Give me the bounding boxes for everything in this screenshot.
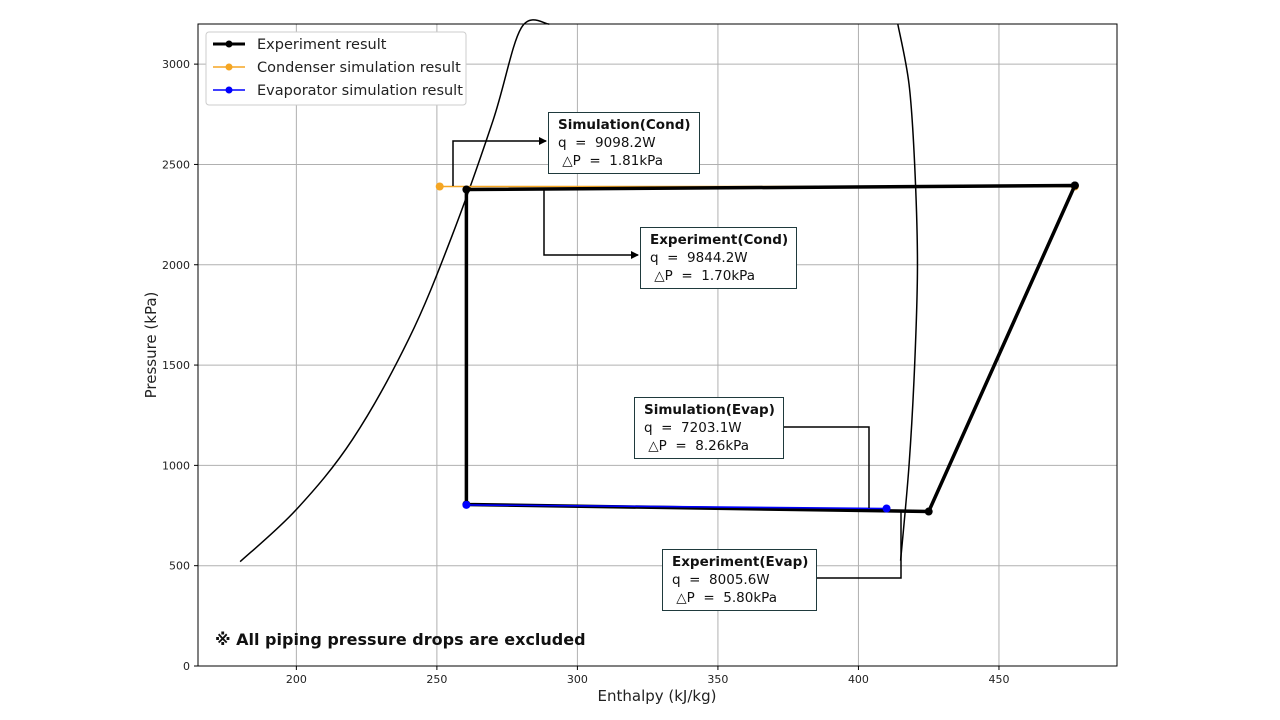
legend-label-evaporator: Evaporator simulation result xyxy=(257,83,463,99)
series-point-2 xyxy=(462,500,471,509)
y-tick-label: 3000 xyxy=(162,58,190,71)
y-axis-label: Pressure (kPa) xyxy=(142,292,160,399)
series-point-1 xyxy=(435,182,444,191)
annotation-arrow xyxy=(801,512,902,582)
annotation-arrow xyxy=(452,137,547,186)
x-axis-label: Enthalpy (kJ/kg) xyxy=(598,687,717,705)
saturated-vapor-line xyxy=(897,23,919,561)
annotation-simulation-cond: Simulation(Cond) q = 9098.2W △P = 1.81kP… xyxy=(548,112,700,174)
annotation-pressure-drop: △P = 1.70kPa xyxy=(650,268,755,284)
legend: Experiment result Condenser simulation r… xyxy=(205,31,467,106)
series-point-0 xyxy=(1070,181,1079,190)
x-tick-label: 400 xyxy=(848,673,869,686)
annotation-heat: q = 9098.2W xyxy=(558,135,656,151)
legend-box xyxy=(205,31,467,106)
annotation-experiment-cond: Experiment(Cond) q = 9844.2W △P = 1.70kP… xyxy=(640,227,798,289)
annotation-simulation-evap: Simulation(Evap) q = 7203.1W △P = 8.26kP… xyxy=(634,397,784,459)
x-tick-label: 300 xyxy=(567,673,588,686)
annotation-heat: q = 7203.1W xyxy=(644,420,742,436)
saturated-liquid-line xyxy=(239,19,550,563)
footnote: ※ All piping pressure drops are excluded xyxy=(215,630,586,649)
annotation-experiment-evap: Experiment(Evap) q = 8005.6W △P = 5.80kP… xyxy=(662,549,818,611)
legend-marker-evaporator xyxy=(225,86,233,94)
annotation-heat: q = 8005.6W xyxy=(672,572,770,588)
legend-entry-evaporator: Evaporator simulation result xyxy=(213,83,463,99)
grid-lines xyxy=(198,24,1117,667)
legend-label-condenser: Condenser simulation result xyxy=(257,60,461,76)
legend-marker-experiment xyxy=(225,40,233,48)
annotation-pressure-drop: △P = 8.26kPa xyxy=(644,438,749,454)
x-tick-label: 200 xyxy=(286,673,307,686)
legend-label-experiment: Experiment result xyxy=(257,37,387,53)
annotation-arrow xyxy=(543,189,639,259)
saturation-dome xyxy=(239,19,919,563)
y-tick-label: 1500 xyxy=(162,359,190,372)
annotation-title: Simulation(Cond) xyxy=(558,117,691,133)
legend-entry-experiment: Experiment result xyxy=(213,37,387,53)
annotation-title: Experiment(Cond) xyxy=(650,232,789,248)
legend-entry-condenser: Condenser simulation result xyxy=(213,60,461,76)
legend-marker-condenser xyxy=(225,63,233,71)
series-point-2 xyxy=(882,504,891,513)
y-tick-label: 2000 xyxy=(162,259,190,272)
annotation-title: Experiment(Evap) xyxy=(672,554,809,570)
data-series xyxy=(435,181,1079,516)
annotation-title: Simulation(Evap) xyxy=(644,402,775,418)
annotation-pressure-drop: △P = 1.81kPa xyxy=(558,153,663,169)
x-tick-label: 350 xyxy=(707,673,728,686)
annotation-arrows xyxy=(452,137,902,582)
y-tick-label: 0 xyxy=(183,660,190,673)
y-tick-label: 500 xyxy=(169,560,190,573)
y-tick-label: 1000 xyxy=(162,459,190,472)
series-point-0 xyxy=(462,185,471,194)
x-tick-label: 250 xyxy=(426,673,447,686)
annotation-pressure-drop: △P = 5.80kPa xyxy=(672,590,777,606)
annotation-heat: q = 9844.2W xyxy=(650,250,748,266)
x-tick-label: 450 xyxy=(988,673,1009,686)
series-line-2 xyxy=(466,504,887,510)
annotation-arrow xyxy=(774,423,870,508)
series-point-0 xyxy=(924,507,933,516)
y-tick-label: 2500 xyxy=(162,158,190,171)
plot-frame xyxy=(197,23,1118,667)
axis-ticks: 200 250 300 350 400 450 0 500 1000 1500 2000 2500 30… xyxy=(162,58,1009,686)
